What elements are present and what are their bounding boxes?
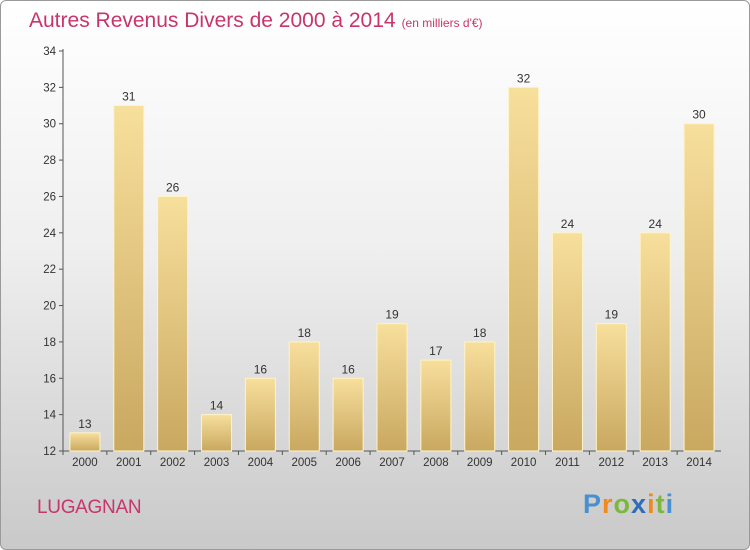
y-tick-label: 32 bbox=[43, 82, 56, 94]
logo-letter: x bbox=[631, 489, 648, 519]
bar-2010 bbox=[508, 86, 540, 452]
x-tick-label: 2013 bbox=[642, 457, 668, 469]
bar-2002 bbox=[157, 195, 189, 452]
x-tick-label: 2003 bbox=[204, 457, 230, 469]
y-tick-label: 26 bbox=[43, 191, 56, 203]
y-tick-label: 18 bbox=[43, 337, 56, 349]
x-tick-label: 2006 bbox=[335, 457, 361, 469]
value-label-2013: 24 bbox=[649, 217, 663, 231]
proxiti-logo: Proxiti bbox=[583, 489, 674, 520]
value-label-2005: 18 bbox=[298, 326, 312, 340]
x-tick-label: 2007 bbox=[379, 457, 405, 469]
commune-name: LUGAGNAN bbox=[37, 497, 142, 518]
value-label-2006: 16 bbox=[341, 362, 355, 376]
value-label-2004: 16 bbox=[254, 362, 268, 376]
value-label-2009: 18 bbox=[473, 326, 487, 340]
y-tick-label: 14 bbox=[43, 410, 56, 422]
logo-letter: o bbox=[613, 489, 632, 519]
value-label-2007: 19 bbox=[385, 308, 399, 322]
y-tick-label: 12 bbox=[43, 446, 56, 458]
bar-2012 bbox=[595, 323, 627, 452]
value-label-2011: 24 bbox=[561, 217, 575, 231]
bar-2006 bbox=[332, 377, 364, 452]
x-tick-label: 2005 bbox=[291, 457, 317, 469]
bar-2009 bbox=[464, 341, 496, 452]
y-tick-label: 28 bbox=[43, 155, 56, 167]
logo-letter: P bbox=[583, 489, 603, 519]
y-tick-label: 22 bbox=[43, 264, 56, 276]
bar-2013 bbox=[639, 232, 671, 452]
value-label-2000: 13 bbox=[78, 417, 92, 431]
value-label-2001: 31 bbox=[122, 90, 136, 104]
bar-2005 bbox=[288, 341, 320, 452]
chart-title-text: Autres Revenus Divers de 2000 à 2014 bbox=[29, 9, 396, 32]
y-tick-label: 20 bbox=[43, 301, 56, 313]
value-label-2012: 19 bbox=[605, 308, 619, 322]
x-tick-label: 2004 bbox=[248, 457, 274, 469]
chart-subtitle: (en milliers d'€) bbox=[401, 16, 483, 30]
x-tick-label: 2000 bbox=[72, 457, 98, 469]
value-label-2003: 14 bbox=[210, 399, 224, 413]
bar-2001 bbox=[113, 105, 145, 452]
x-tick-label: 2008 bbox=[423, 457, 449, 469]
bar-2008 bbox=[420, 359, 452, 452]
y-tick-label: 34 bbox=[43, 46, 56, 58]
bar-2004 bbox=[244, 377, 276, 452]
bars: 13 31 26 14 16 18 16 19 17 18 32 24 19 24 30 bbox=[69, 71, 715, 452]
value-label-2010: 32 bbox=[517, 71, 531, 85]
logo-letter: r bbox=[602, 489, 614, 519]
bar-2007 bbox=[376, 323, 408, 452]
x-tick-label: 2012 bbox=[599, 457, 625, 469]
value-label-2008: 17 bbox=[429, 344, 443, 358]
bar-2011 bbox=[551, 232, 583, 452]
x-tick-label: 2010 bbox=[511, 457, 537, 469]
y-tick-label: 16 bbox=[43, 373, 56, 385]
logo-letter: i bbox=[647, 489, 656, 519]
x-tick-label: 2002 bbox=[160, 457, 186, 469]
value-label-2014: 30 bbox=[692, 108, 706, 122]
value-label-2002: 26 bbox=[166, 180, 180, 194]
x-tick-label: 2011 bbox=[555, 457, 580, 469]
logo-letter: i bbox=[665, 489, 675, 519]
bar-2014 bbox=[683, 123, 715, 452]
y-tick-label: 24 bbox=[43, 228, 56, 240]
y-tick-label: 30 bbox=[43, 119, 56, 131]
x-tick-label: 2001 bbox=[116, 457, 142, 469]
x-tick-label: 2009 bbox=[467, 457, 493, 469]
bar-2003 bbox=[201, 414, 233, 452]
x-tick-label: 2014 bbox=[686, 457, 712, 469]
bar-2000 bbox=[69, 432, 101, 452]
logo-letter: t bbox=[655, 489, 666, 519]
chart-title: Autres Revenus Divers de 2000 à 2014 (en … bbox=[29, 9, 483, 33]
